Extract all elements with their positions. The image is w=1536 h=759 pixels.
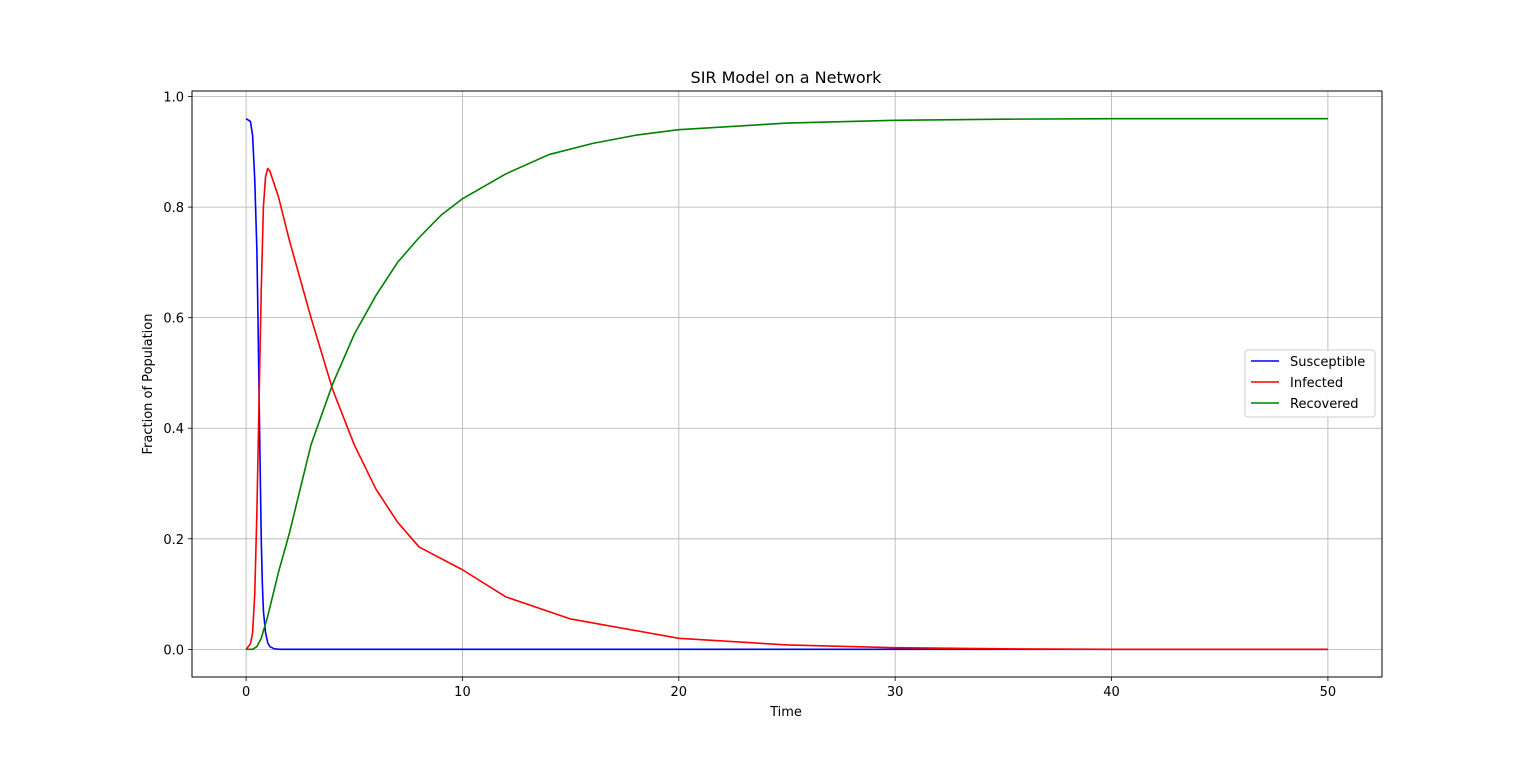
legend-label: Susceptible xyxy=(1290,355,1365,370)
series-line-susceptible xyxy=(245,117,1328,651)
legend-box xyxy=(1244,349,1376,418)
series-line-recovered xyxy=(246,117,1328,651)
legend: Susceptible Infected Recovered xyxy=(1244,349,1376,418)
y-tick-label: 0.8 xyxy=(163,201,184,216)
y-axis-label: Fraction of Population xyxy=(141,314,156,455)
x-axis-ticks: 0 10 20 30 40 50 xyxy=(242,677,1336,700)
x-tick-label: 30 xyxy=(887,685,904,700)
x-tick-label: 20 xyxy=(671,685,688,700)
x-tick-label: 10 xyxy=(454,685,471,700)
y-tick-label: 0.0 xyxy=(163,643,184,658)
y-tick-label: 0.2 xyxy=(163,533,184,548)
legend-label: Recovered xyxy=(1290,397,1359,412)
x-tick-label: 0 xyxy=(242,685,250,700)
y-tick-label: 0.6 xyxy=(163,312,184,327)
chart-title: SIR Model on a Network xyxy=(691,68,883,87)
x-tick-label: 40 xyxy=(1103,685,1120,700)
y-axis-ticks: 0.0 0.2 0.4 0.6 0.8 1.0 xyxy=(163,91,192,658)
grid xyxy=(192,91,1382,677)
series-line-infected xyxy=(245,167,1328,651)
x-tick-label: 50 xyxy=(1320,685,1337,700)
y-tick-label: 1.0 xyxy=(163,91,184,106)
series-lines xyxy=(245,117,1328,651)
legend-label: Infected xyxy=(1290,376,1343,391)
plot-frame xyxy=(191,90,1383,678)
y-tick-label: 0.4 xyxy=(163,422,184,437)
x-axis-label: Time xyxy=(769,705,802,720)
